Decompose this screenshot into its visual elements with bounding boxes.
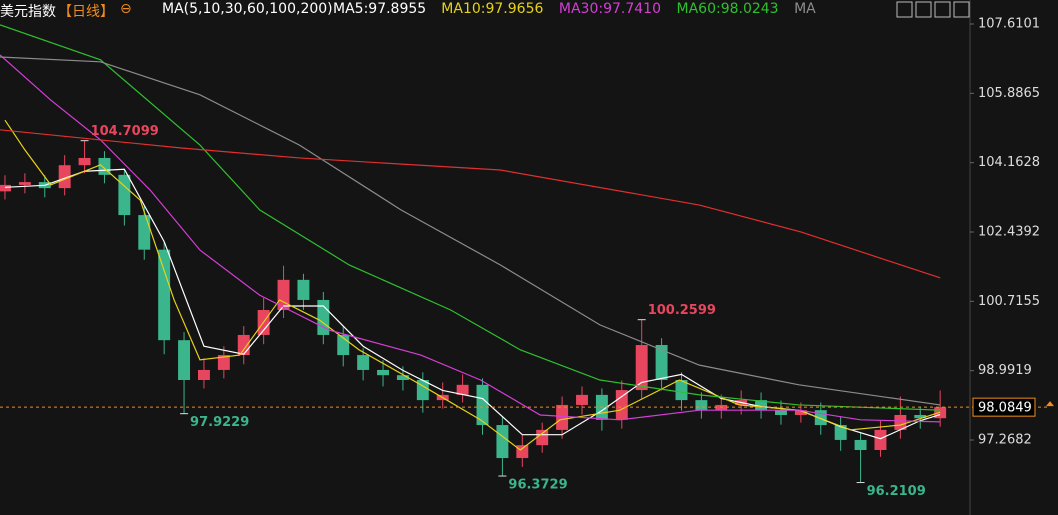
- y-tick-label: 97.2682: [978, 433, 1032, 448]
- tool-icon[interactable]: [953, 1, 970, 18]
- ma-line: [0, 56, 941, 406]
- candle-body: [516, 445, 529, 459]
- ma-line: [0, 54, 941, 423]
- candle-body: [377, 369, 389, 376]
- candle-body: [197, 369, 210, 381]
- candle-body: [78, 157, 91, 166]
- toggle-icon[interactable]: ⊖: [120, 1, 132, 17]
- candle-body: [675, 380, 688, 401]
- candle-body: [814, 410, 827, 426]
- candle-body: [536, 429, 549, 446]
- candle-body: [158, 249, 171, 341]
- extreme-label: 100.2599: [648, 303, 716, 318]
- tool-icon[interactable]: [896, 1, 913, 18]
- candle-body: [317, 299, 330, 335]
- y-tick-label: 100.7155: [978, 294, 1040, 309]
- candle-body: [894, 415, 907, 430]
- candle-body: [874, 429, 887, 450]
- ma-line: [4, 119, 941, 451]
- legend-entry: MA10:97.9656: [441, 1, 544, 17]
- candle-body: [456, 384, 469, 395]
- legend-entry: MA: [794, 1, 816, 17]
- candle-body: [794, 410, 807, 416]
- candle-body: [178, 340, 191, 381]
- candle-body: [138, 215, 151, 250]
- candle-body: [476, 384, 489, 426]
- candle-body: [755, 400, 768, 411]
- legend-entry: MA30:97.7410: [558, 1, 661, 17]
- ma-line: [0, 24, 941, 411]
- candle-body: [655, 345, 668, 381]
- toolbar[interactable]: [896, 1, 970, 18]
- y-tick-label: 98.9919: [978, 363, 1032, 378]
- candle-body: [635, 345, 648, 391]
- title: 美元指数: [0, 4, 56, 20]
- candle-body: [615, 390, 628, 420]
- candle-body: [695, 400, 708, 411]
- ma-line: [4, 168, 941, 440]
- candle-body: [914, 415, 927, 419]
- legend-entry: MA5:97.8955: [333, 1, 427, 17]
- last-price-arrow: [1046, 401, 1054, 407]
- candle-body: [357, 355, 370, 370]
- candle-body: [775, 410, 787, 416]
- y-tick-label: 107.6101: [978, 17, 1040, 32]
- candle-body: [496, 425, 509, 459]
- candle-body: [396, 375, 409, 381]
- candle-body: [297, 279, 310, 300]
- candle-body: [217, 355, 230, 370]
- candle-body: [337, 334, 350, 356]
- y-tick-label: 105.8865: [978, 86, 1040, 101]
- extreme-label: 104.7099: [91, 124, 159, 139]
- candle-body: [58, 165, 71, 189]
- candle-body: [834, 425, 847, 440]
- ma-line: [0, 129, 941, 279]
- candle-body: [854, 439, 867, 450]
- legend-entry: MA60:98.0243: [676, 1, 779, 17]
- last-price-label: 98.0849: [978, 401, 1032, 416]
- ma-params: MA(5,10,30,60,100,200): [162, 1, 333, 17]
- last-price-box: [972, 397, 1036, 417]
- candle-body: [277, 279, 290, 311]
- candle-body: [18, 182, 31, 185]
- tool-icon[interactable]: [934, 1, 951, 18]
- candle-body: [576, 394, 588, 405]
- candle-body: [0, 184, 11, 192]
- y-tick-label: 102.4392: [978, 225, 1040, 240]
- period[interactable]: 【日线】: [58, 4, 114, 20]
- y-tick-label: 104.1628: [978, 155, 1040, 170]
- extreme-label: 96.3729: [508, 478, 567, 493]
- extreme-label: 97.9229: [190, 415, 249, 430]
- tool-icon[interactable]: [915, 1, 932, 18]
- candle-body: [118, 174, 131, 216]
- extreme-label: 96.2109: [867, 484, 926, 499]
- candle-body: [98, 157, 111, 175]
- candle-body: [237, 334, 250, 356]
- candle-body: [556, 404, 569, 430]
- candle-body: [416, 380, 429, 401]
